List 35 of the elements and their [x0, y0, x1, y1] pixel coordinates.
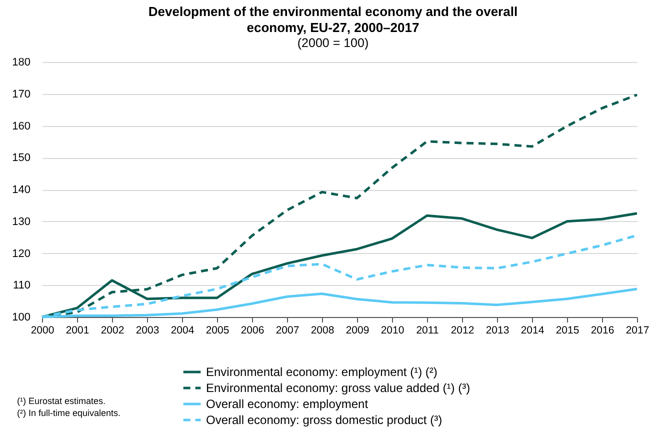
x-tick-label: 2010 — [380, 324, 404, 336]
x-tick-label: 2007 — [276, 324, 300, 336]
y-tick-label: 170 — [12, 88, 30, 100]
y-tick-label: 110 — [12, 280, 30, 292]
x-tick-label: 2002 — [100, 324, 124, 336]
x-tick-label: 2016 — [590, 324, 614, 336]
x-tick-label: 2012 — [450, 324, 474, 336]
x-tick-label: 2004 — [170, 324, 194, 336]
x-tick-label: 2013 — [486, 324, 510, 336]
x-tick-label: 2009 — [346, 324, 370, 336]
x-tick-label: 2017 — [626, 324, 650, 336]
legend-label: Environmental economy: employment (¹) (²) — [206, 365, 438, 379]
legend-label: Overall economy: employment — [206, 397, 369, 411]
legend-label: Overall economy: gross domestic product (³) — [206, 413, 442, 427]
x-tick-label: 2005 — [206, 324, 230, 336]
chart-title: Development of the environmental economy and the overall economy, EU-27, 2000–2017 — [147, 4, 519, 36]
x-tick-label: 2008 — [310, 324, 334, 336]
x-tick-label: 2011 — [416, 324, 439, 336]
y-tick-label: 120 — [12, 248, 30, 260]
text: (¹) Eurostat estimates. — [17, 395, 107, 407]
chart-subtitle: (2000 = 100) — [296, 36, 370, 51]
x-tick-label: 2014 — [520, 324, 544, 336]
x-tick-label: 2000 — [30, 324, 54, 336]
text: (²) In full-time equivalents. — [17, 407, 121, 419]
legend-label: Environmental economy: gross value added (¹) (³) — [206, 381, 470, 395]
x-tick-label: 2015 — [556, 324, 580, 336]
y-tick-label: 160 — [12, 120, 30, 132]
y-tick-label: 150 — [12, 152, 30, 164]
y-tick-label: 140 — [12, 184, 30, 196]
x-tick-label: 2003 — [136, 324, 160, 336]
x-tick-label: 2006 — [240, 324, 264, 336]
y-tick-label: 100 — [12, 312, 30, 324]
y-tick-label: 130 — [12, 216, 30, 228]
y-tick-label: 180 — [12, 56, 30, 68]
x-tick-label: 2001 — [66, 324, 90, 336]
